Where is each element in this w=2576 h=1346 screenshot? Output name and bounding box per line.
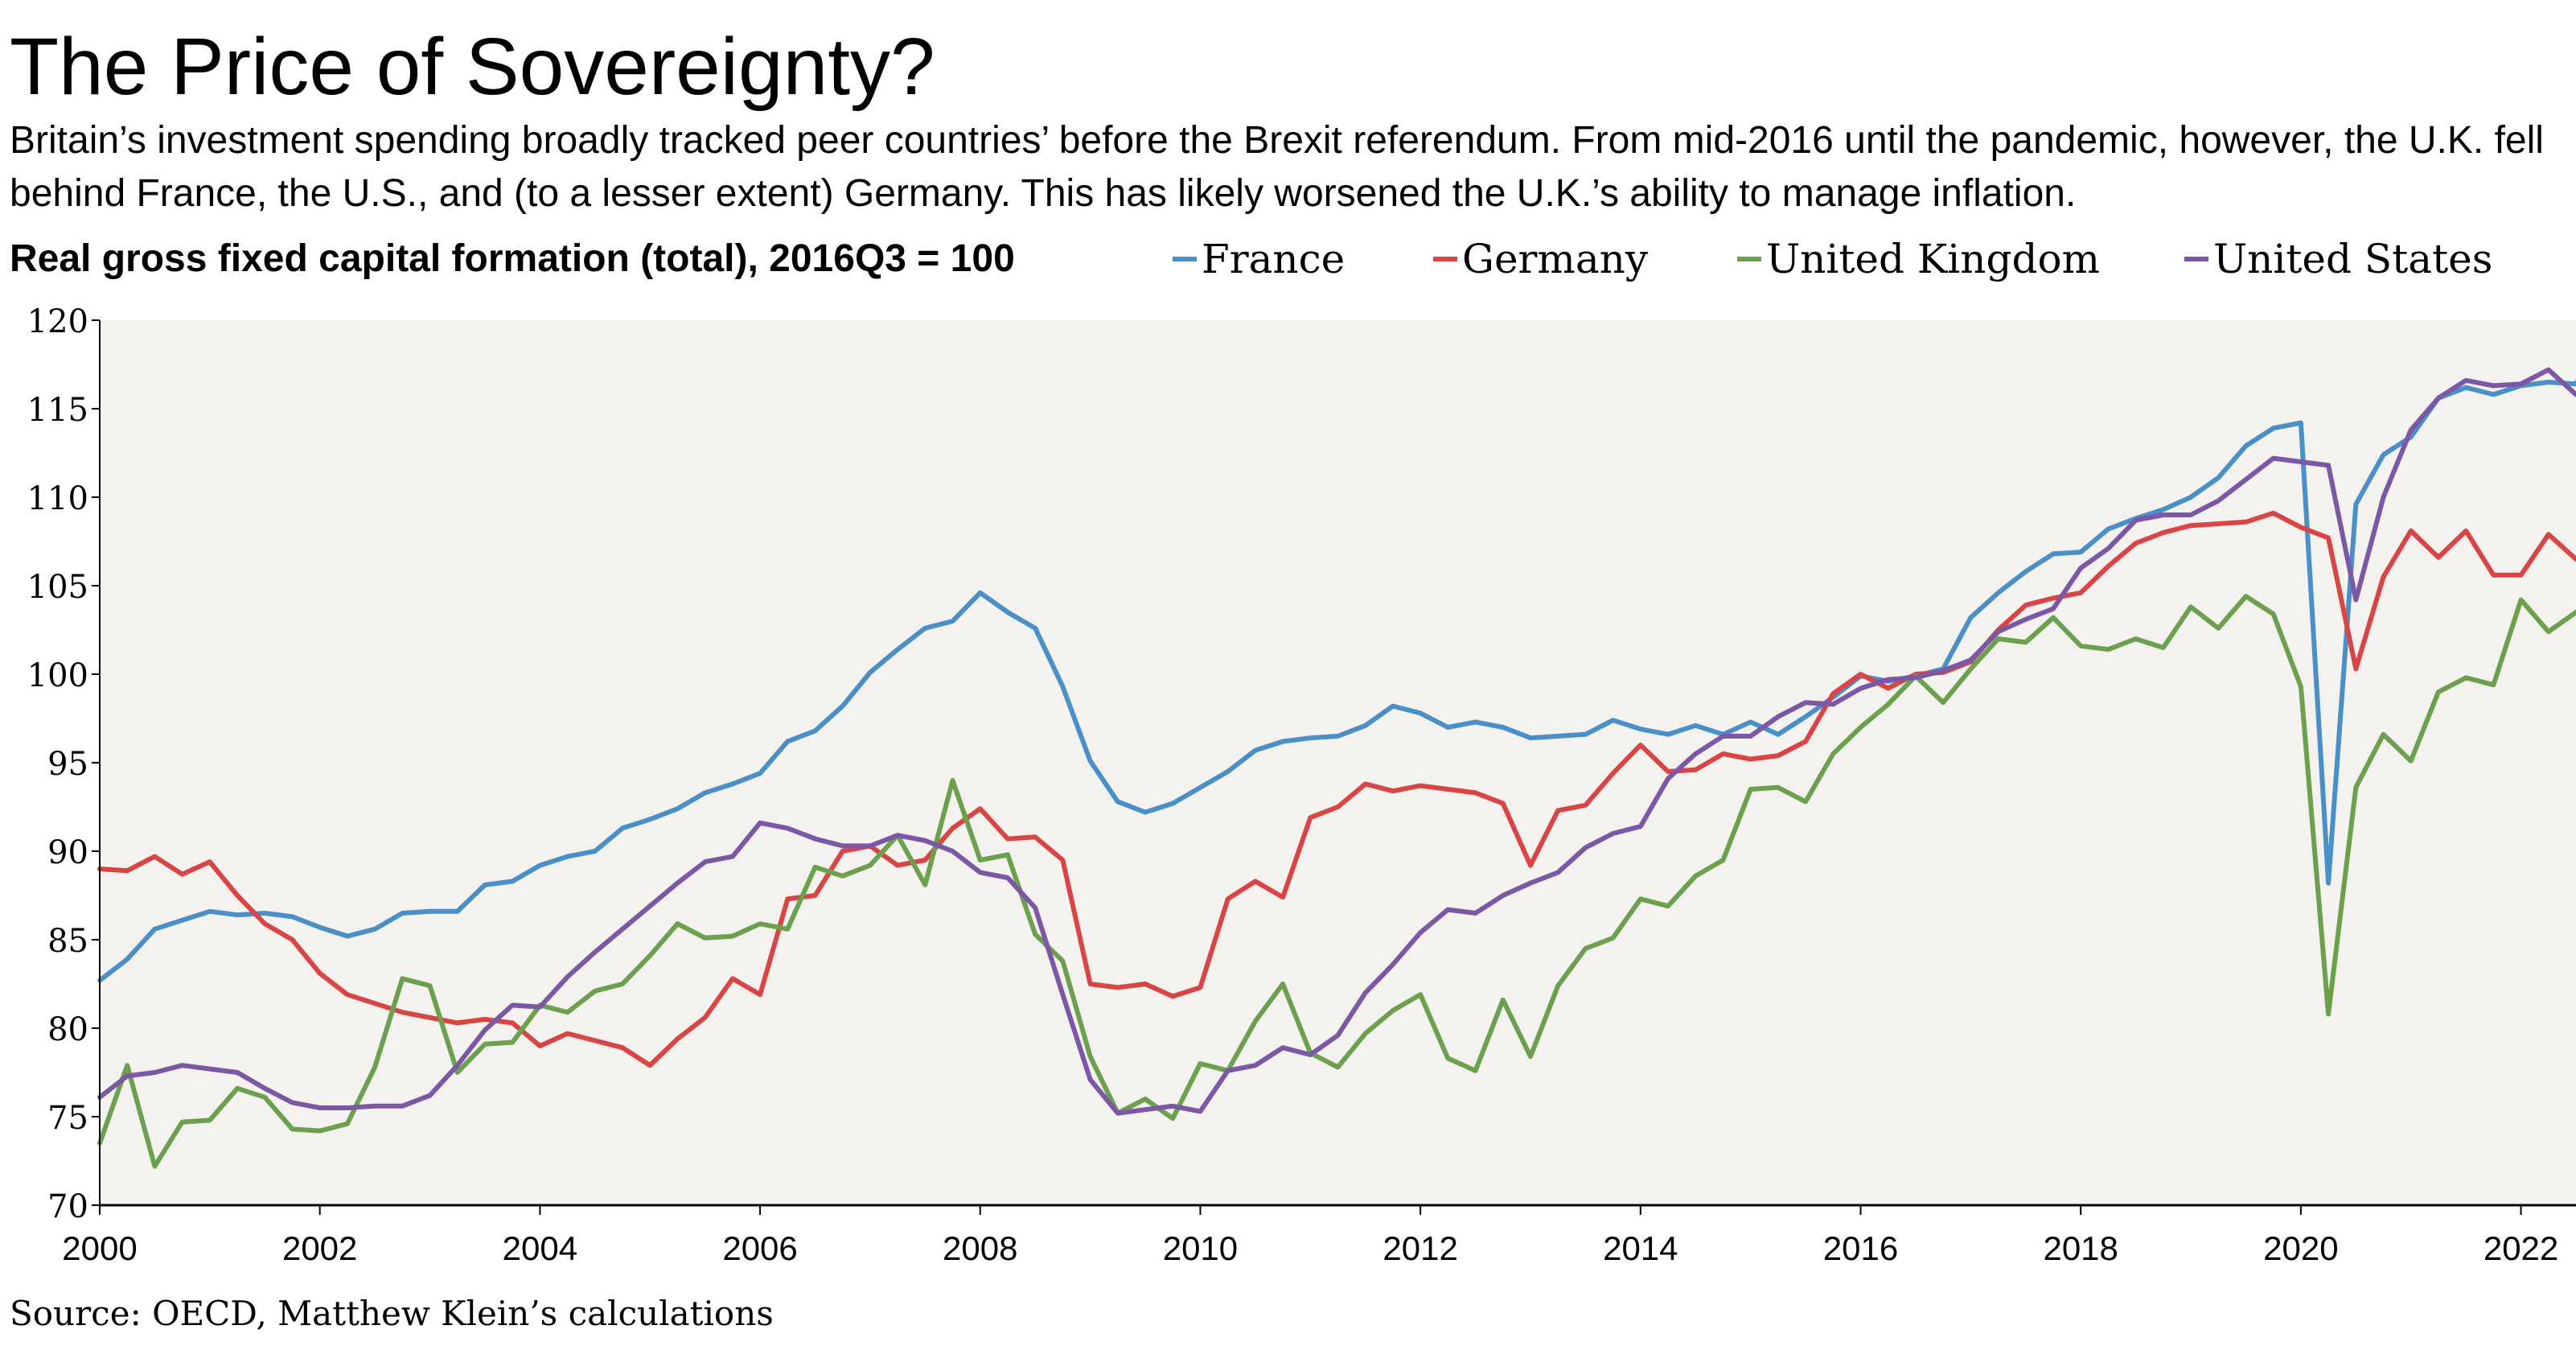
y-tick-label: 90 bbox=[47, 834, 88, 871]
legend-item-germany: Germany bbox=[1433, 235, 1648, 283]
x-tick-label: 2010 bbox=[1163, 1229, 1238, 1267]
legend-label-united-kingdom: United Kingdom bbox=[1766, 236, 2100, 282]
x-tick-label: 2004 bbox=[503, 1229, 577, 1267]
y-tick-label: 115 bbox=[27, 392, 88, 429]
legend-swatch-france bbox=[1173, 257, 1197, 261]
series-line-germany bbox=[97, 510, 2576, 1068]
series-line-united-states bbox=[97, 367, 2576, 1116]
legend-item-united-kingdom: United Kingdom bbox=[1737, 235, 2100, 283]
plot-area bbox=[100, 320, 2576, 1205]
y-tick-label: 75 bbox=[47, 1100, 88, 1137]
x-tick-label: 2006 bbox=[722, 1229, 797, 1267]
y-tick-label: 80 bbox=[47, 1011, 88, 1048]
x-tick-label: 2002 bbox=[282, 1229, 357, 1267]
legend-swatch-united-states bbox=[2184, 257, 2208, 261]
x-tick-label: 2020 bbox=[2263, 1229, 2338, 1267]
x-tick-label: 2014 bbox=[1603, 1229, 1678, 1267]
legend-swatch-united-kingdom bbox=[1737, 257, 1761, 261]
source-note: Source: OECD, Matthew Klein’s calculatio… bbox=[10, 1294, 774, 1333]
x-tick-label: 2016 bbox=[1823, 1229, 1898, 1267]
x-tick-label: 2000 bbox=[62, 1229, 137, 1267]
y-tick-label: 100 bbox=[27, 657, 88, 694]
legend-swatch-germany bbox=[1433, 257, 1457, 261]
y-tick-label: 120 bbox=[27, 303, 88, 340]
y-tick-label: 110 bbox=[27, 480, 88, 517]
y-tick-label: 85 bbox=[47, 923, 88, 960]
y-tick-label: 95 bbox=[47, 746, 88, 783]
legend-label-france: France bbox=[1202, 236, 1346, 282]
x-tick-label: 2022 bbox=[2484, 1229, 2558, 1267]
x-tick-label: 2012 bbox=[1382, 1229, 1457, 1267]
legend-label-germany: Germany bbox=[1462, 236, 1649, 282]
chart-subtitle: Britain’s investment spending broadly tr… bbox=[10, 119, 2544, 215]
legend-item-united-states: United States bbox=[2184, 235, 2492, 283]
legend-label-united-states: United States bbox=[2213, 236, 2493, 282]
x-tick-label: 2008 bbox=[943, 1229, 1017, 1267]
series-line-united-kingdom bbox=[97, 594, 2576, 1169]
series-line-france bbox=[97, 379, 2576, 983]
y-tick-label: 105 bbox=[27, 569, 88, 606]
chart-title: The Price of Sovereignty? bbox=[10, 22, 935, 112]
series-description: Real gross fixed capital formation (tota… bbox=[10, 237, 1015, 280]
y-tick-label: 70 bbox=[47, 1188, 88, 1225]
x-tick-label: 2018 bbox=[2043, 1229, 2118, 1267]
legend-item-france: France bbox=[1173, 235, 1345, 283]
